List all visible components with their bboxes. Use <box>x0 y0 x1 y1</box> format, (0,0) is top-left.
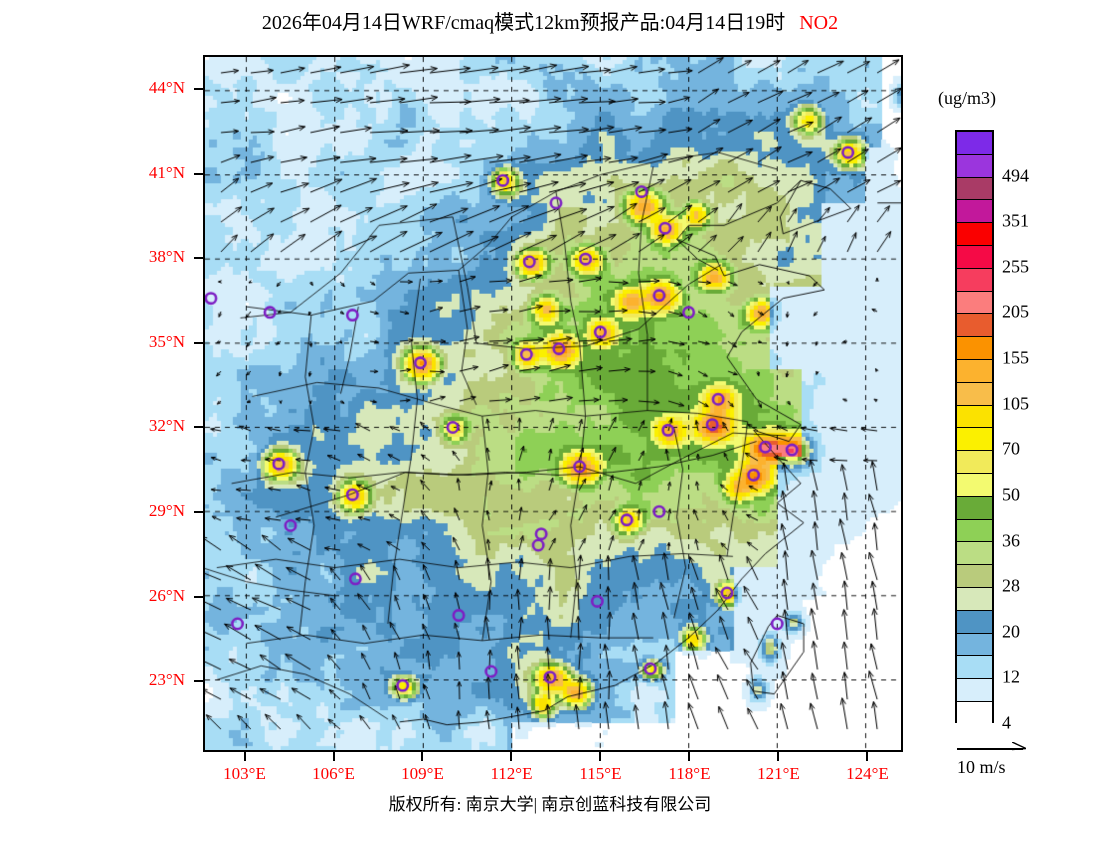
colorbar-band-11 <box>957 382 992 406</box>
colorbar-band-20 <box>957 587 992 611</box>
colorbar-band-18 <box>957 542 992 566</box>
colorbar-band-13 <box>957 428 992 452</box>
colorbar-band-25 <box>957 701 992 725</box>
colorbar-band-12 <box>957 405 992 429</box>
colorbar-band-2 <box>957 177 992 201</box>
lat-tick-23: 23°N <box>148 670 185 690</box>
colorbar-tick-70: 70 <box>1002 438 1020 459</box>
colorbar-band-6 <box>957 268 992 292</box>
lon-tick-121: 121°E <box>757 764 800 783</box>
lon-tick-118: 118°E <box>668 764 711 783</box>
colorbar-band-19 <box>957 565 992 588</box>
colorbar-tick-36: 36 <box>1002 530 1020 551</box>
lon-tick-mark <box>866 752 869 761</box>
colorbar-tick-28: 28 <box>1002 575 1020 596</box>
colorbar-tick-105: 105 <box>1002 393 1029 414</box>
colorbar-tick-494: 494 <box>1002 165 1029 186</box>
colorbar-tick-205: 205 <box>1002 301 1029 322</box>
colorbar-band-4 <box>957 223 992 246</box>
colorbar-band-10 <box>957 359 992 383</box>
colorbar-tick-4: 4 <box>1002 712 1011 733</box>
lat-tick-26: 26°N <box>148 585 185 605</box>
colorbar-band-14 <box>957 451 992 474</box>
lon-tick-124: 124°E <box>846 764 889 783</box>
colorbar-tick-50: 50 <box>1002 484 1020 505</box>
wind-scale-legend: 10 m/s <box>957 742 1087 778</box>
title-text: 2026年04月14日WRF/cmaq模式12km预报产品:04月14日19时 <box>261 12 786 34</box>
lat-tick-mark <box>194 511 203 514</box>
colorbar-tick-351: 351 <box>1002 210 1029 231</box>
lat-tick-mark <box>194 426 203 429</box>
lat-tick-mark <box>194 172 203 175</box>
colorbar-band-0 <box>957 132 992 155</box>
lat-tick-mark <box>194 680 203 683</box>
lat-tick-32: 32°N <box>148 416 185 436</box>
colorbar-tick-12: 12 <box>1002 666 1020 687</box>
copyright-footer: 版权所有: 南京大学| 南京创蓝科技有限公司 <box>388 795 712 814</box>
colorbar-band-1 <box>957 154 992 178</box>
lon-tick-mark <box>688 752 691 761</box>
wind-scale-label: 10 m/s <box>957 757 1006 777</box>
colorbar-band-16 <box>957 496 992 520</box>
lon-tick-mark <box>599 752 602 761</box>
lon-tick-112: 112°E <box>490 764 533 783</box>
lon-tick-mark <box>777 752 780 761</box>
colorbar-band-15 <box>957 473 992 497</box>
lon-tick-mark <box>510 752 513 761</box>
colorbar-band-5 <box>957 245 992 269</box>
colorbar-band-3 <box>957 200 992 224</box>
colorbar-band-21 <box>957 610 992 634</box>
map-plot-area[interactable] <box>203 55 903 752</box>
species-label: NO2 <box>799 12 839 34</box>
lat-tick-29: 29°N <box>148 501 185 521</box>
colorbar-tick-20: 20 <box>1002 621 1020 642</box>
colorbar-tick-255: 255 <box>1002 256 1029 277</box>
lon-tick-115: 115°E <box>579 764 622 783</box>
lon-tick-109: 109°E <box>401 764 444 783</box>
colorbar-band-23 <box>957 656 992 680</box>
lon-tick-mark <box>421 752 424 761</box>
lon-tick-106: 106°E <box>312 764 355 783</box>
lat-tick-mark <box>194 257 203 260</box>
colorbar-band-17 <box>957 519 992 543</box>
lat-tick-41: 41°N <box>148 162 185 182</box>
lat-tick-35: 35°N <box>148 331 185 351</box>
colorbar-band-9 <box>957 337 992 360</box>
lat-tick-mark <box>194 595 203 598</box>
page-title: 2026年04月14日WRF/cmaq模式12km预报产品:04月14日19时 N… <box>0 6 1100 35</box>
colorbar-units-label: (ug/m3) <box>938 88 996 108</box>
lat-tick-38: 38°N <box>148 247 185 267</box>
lat-tick-mark <box>194 341 203 344</box>
colorbar-band-22 <box>957 633 992 657</box>
no2-concentration-map <box>205 57 901 750</box>
lon-tick-mark <box>243 752 246 761</box>
colorbar-band-8 <box>957 314 992 338</box>
colorbar-tick-155: 155 <box>1002 347 1029 368</box>
wind-arrow-icon <box>957 742 1029 756</box>
lat-tick-mark <box>194 87 203 90</box>
colorbar-band-7 <box>957 291 992 315</box>
lon-tick-mark <box>332 752 335 761</box>
colorbar[interactable] <box>955 130 994 725</box>
lat-tick-44: 44°N <box>148 77 185 97</box>
colorbar-band-24 <box>957 679 992 702</box>
lon-tick-103: 103°E <box>223 764 266 783</box>
